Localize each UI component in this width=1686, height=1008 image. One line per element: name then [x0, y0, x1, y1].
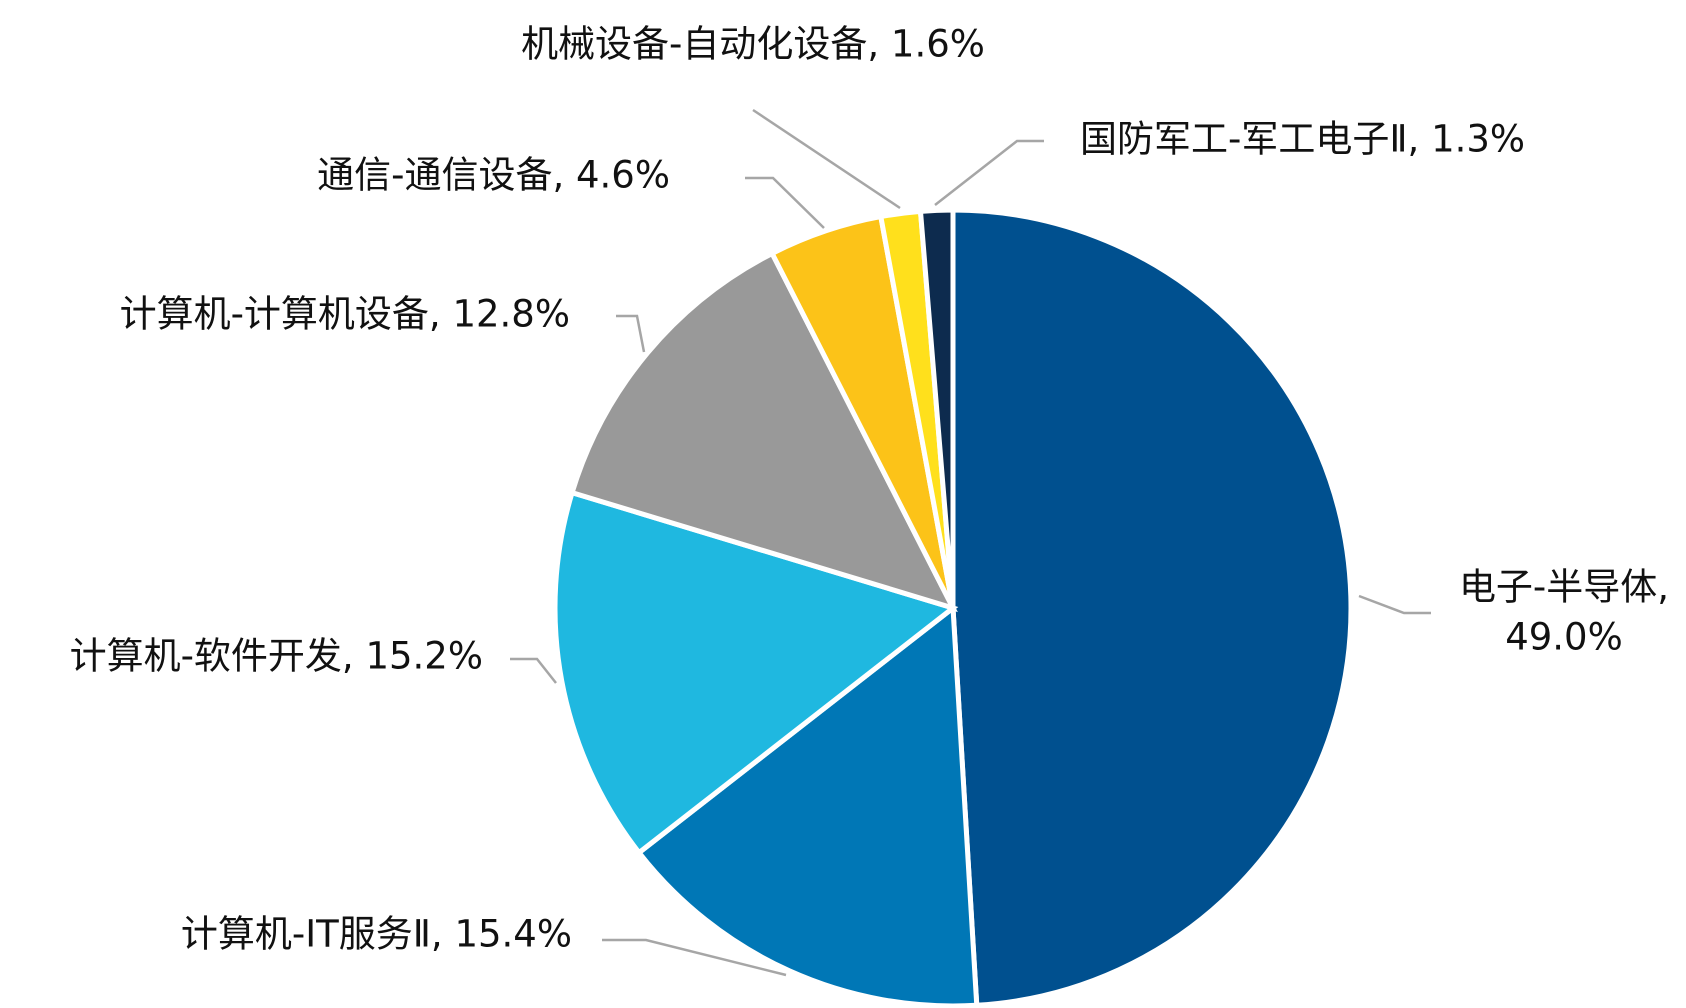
- pie-slice: [917, 207, 956, 609]
- leader-line: [745, 176, 825, 229]
- data-label: 通信-通信设备, 4.6%: [317, 154, 670, 197]
- pie-slice: [568, 250, 958, 613]
- data-label: 计算机-IT服务Ⅱ, 15.4%: [181, 913, 572, 956]
- data-label: 计算机-计算机设备, 12.8%: [120, 293, 570, 336]
- leader-line: [616, 314, 646, 353]
- leader-line: [752, 108, 901, 210]
- pie-slice: [552, 489, 959, 857]
- pie-slice: [635, 603, 980, 1008]
- data-label: 电子-半导体,: [1459, 566, 1669, 609]
- leader-line: [510, 657, 557, 684]
- leader-line: [602, 938, 787, 977]
- leader-line: [934, 139, 1044, 206]
- data-label: 国防军工-军工电子Ⅱ, 1.3%: [1080, 118, 1525, 161]
- leader-line: [1358, 594, 1431, 615]
- pie-slice: [950, 207, 1354, 1008]
- data-label: 49.0%: [1505, 616, 1623, 659]
- data-label: 计算机-软件开发, 15.2%: [70, 635, 483, 678]
- data-label: 机械设备-自动化设备, 1.6%: [521, 23, 985, 66]
